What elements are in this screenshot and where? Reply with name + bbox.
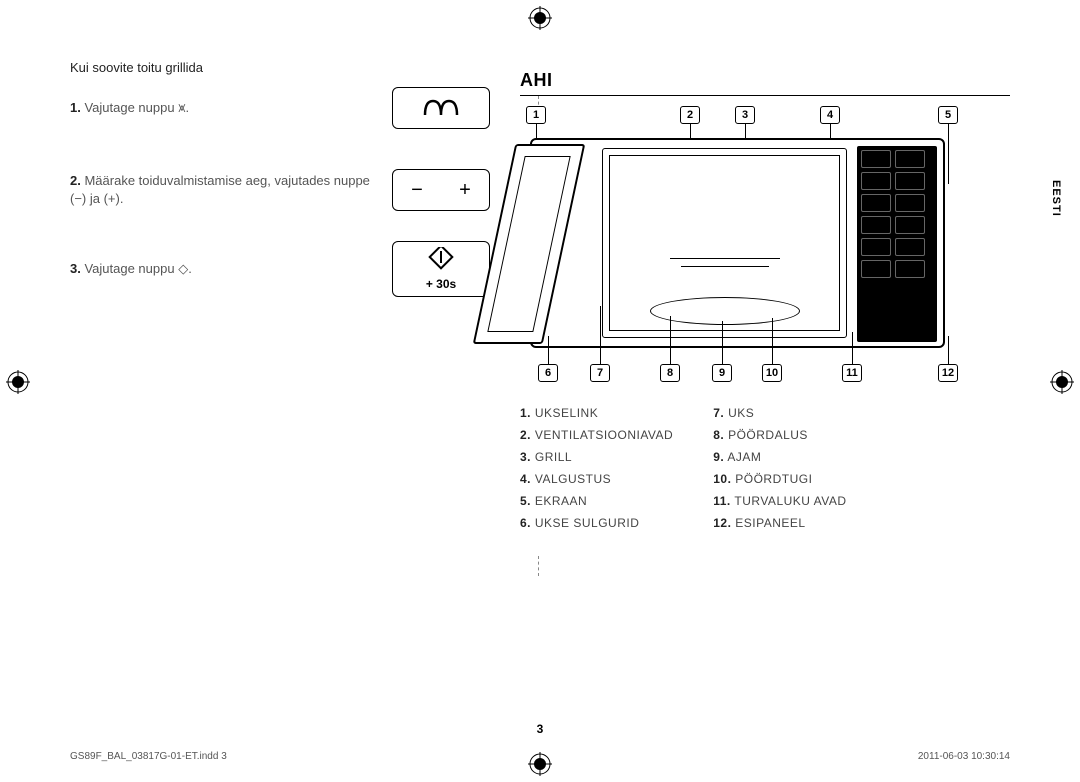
leader-line (722, 321, 723, 364)
step-2: 2. Määrake toiduvalmistamise aeg, vajuta… (70, 169, 490, 211)
legend-item: 6. UKSE SULGURID (520, 516, 673, 530)
leader-line (948, 336, 949, 364)
leader-line (670, 316, 671, 364)
footer: GS89F_BAL_03817G-01-ET.indd 3 2011-06-03… (70, 751, 1010, 762)
legend-item: 8. PÖÖRDALUS (713, 428, 846, 442)
intro-text: Kui soovite toitu grillida (70, 60, 490, 75)
callout-6: 6 (538, 364, 558, 382)
callout-7: 7 (590, 364, 610, 382)
callout-10: 10 (762, 364, 782, 382)
legend-item: 2. VENTILATSIOONIAVAD (520, 428, 673, 442)
plus-icon: + (459, 179, 471, 202)
crop-mark-icon (528, 6, 552, 30)
callout-11: 11 (842, 364, 862, 382)
crop-mark-icon (6, 370, 30, 394)
plus-minus-button-icon: − + (392, 169, 490, 211)
legend-item: 5. EKRAAN (520, 494, 673, 508)
step-3: 3. Vajutage nuppu ◇. + 30s (70, 241, 490, 297)
legend-item: 10. PÖÖRDTUGI (713, 472, 846, 486)
oven-diagram-column: AHI 1 2 3 4 5 (520, 60, 1010, 530)
start-sub-label: + 30s (426, 277, 456, 291)
footer-date: 2011-06-03 10:30:14 (918, 751, 1010, 762)
step-text: 3. Vajutage nuppu ◇. (70, 260, 380, 278)
callout-2: 2 (680, 106, 700, 124)
minus-icon: − (411, 179, 423, 202)
step-text: 1. Vajutage nuppu ⩙. (70, 99, 380, 117)
legend-item: 12. ESIPANEEL (713, 516, 846, 530)
legend-item: 7. UKS (713, 406, 846, 420)
control-panel (857, 146, 937, 342)
callout-4: 4 (820, 106, 840, 124)
legend-item: 1. UKSELINK (520, 406, 673, 420)
leader-line (772, 318, 773, 364)
section-title: AHI (520, 70, 1010, 96)
legend-item: 9. AJAM (713, 450, 846, 464)
callout-9: 9 (712, 364, 732, 382)
legend-col-left: 1. UKSELINK 2. VENTILATSIOONIAVAD 3. GRI… (520, 406, 673, 530)
callout-1: 1 (526, 106, 546, 124)
step-1: 1. Vajutage nuppu ⩙. (70, 87, 490, 129)
page-number: 3 (537, 722, 544, 736)
leader-line (948, 124, 949, 184)
callout-3: 3 (735, 106, 755, 124)
start-button-icon: + 30s (392, 241, 490, 297)
callout-8: 8 (660, 364, 680, 382)
legend-item: 11. TURVALUKU AVAD (713, 494, 846, 508)
grill-rack-icon (670, 258, 780, 276)
footer-file: GS89F_BAL_03817G-01-ET.indd 3 (70, 751, 227, 762)
callout-12: 12 (938, 364, 958, 382)
turntable-icon (650, 297, 800, 325)
grill-button-icon (392, 87, 490, 129)
oven-diagram: 1 2 3 4 5 (520, 106, 960, 386)
oven-body (530, 138, 945, 348)
legend-col-right: 7. UKS 8. PÖÖRDALUS 9. AJAM 10. PÖÖRDTUG… (713, 406, 846, 530)
leader-line (852, 332, 853, 364)
fold-dash (538, 556, 539, 576)
language-tab: EESTI (1050, 180, 1062, 217)
legend-item: 4. VALGUSTUS (520, 472, 673, 486)
step-text: 2. Määrake toiduvalmistamise aeg, vajuta… (70, 172, 380, 208)
instructions-column: Kui soovite toitu grillida 1. Vajutage n… (70, 60, 490, 530)
callout-5: 5 (938, 106, 958, 124)
oven-cavity (602, 148, 847, 338)
legend-item: 3. GRILL (520, 450, 673, 464)
leader-line (548, 336, 549, 364)
crop-mark-icon (1050, 370, 1074, 394)
leader-line (600, 306, 601, 364)
parts-legend: 1. UKSELINK 2. VENTILATSIOONIAVAD 3. GRI… (520, 406, 1010, 530)
